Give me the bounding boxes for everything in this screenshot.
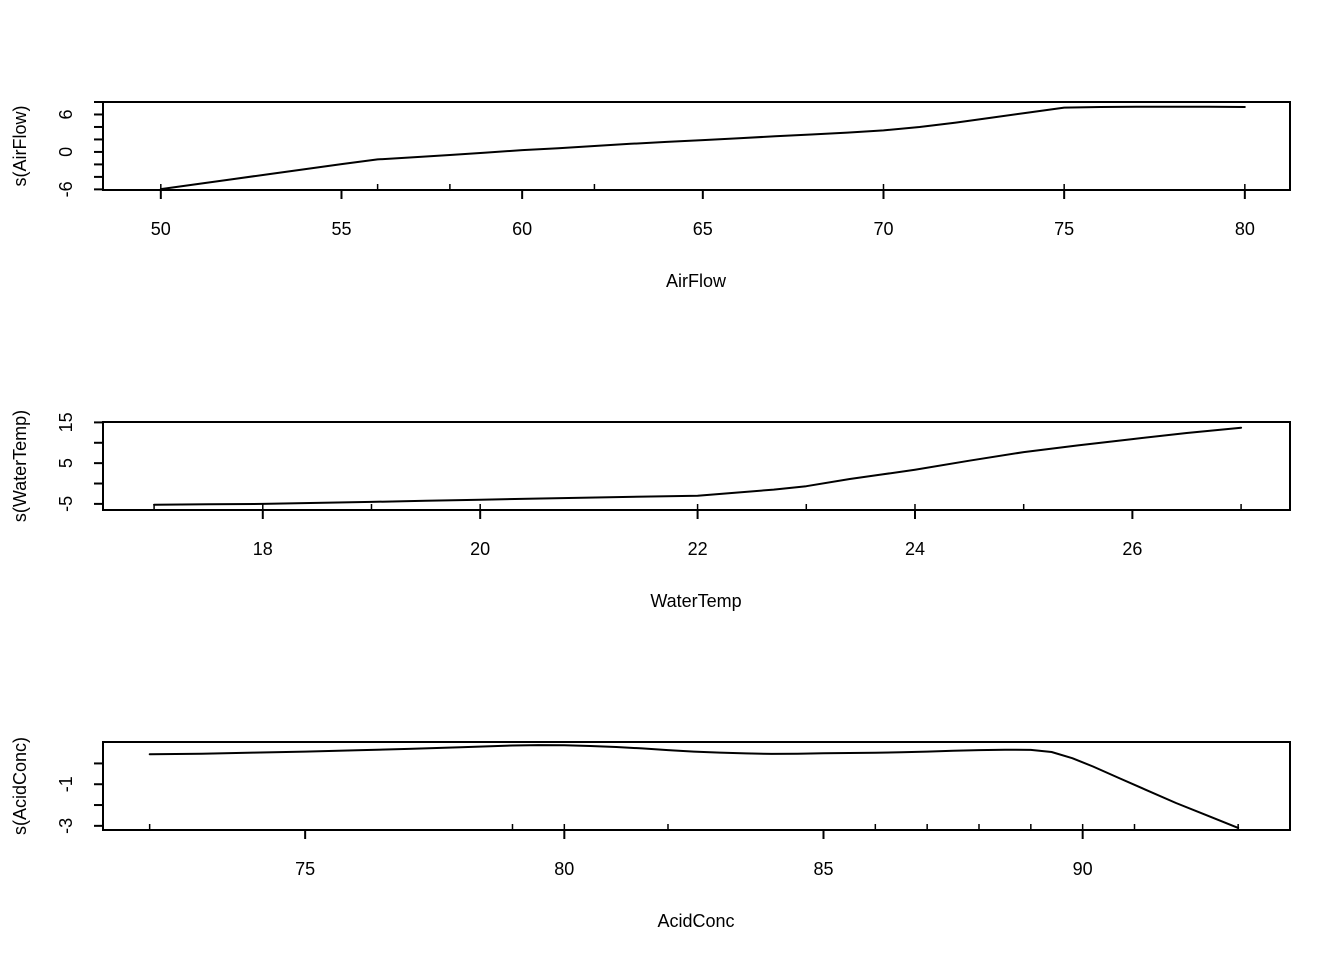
y-tick-label: 15 <box>56 412 76 432</box>
acidconc-smooth-panel: 75 80 85 90 -3 -1 AcidConc s(AcidConc) <box>10 737 1291 931</box>
x-axis-title-airflow: AirFlow <box>666 271 727 291</box>
x-tick-label: 50 <box>151 219 171 239</box>
y-axis-title-watertemp: s(WaterTemp) <box>10 410 30 522</box>
plot-box <box>102 101 1291 191</box>
y-tick-label: -6 <box>56 181 76 197</box>
plot-box <box>102 741 1291 831</box>
y-axis-title-acidconc: s(AcidConc) <box>10 737 30 835</box>
x-tick-label: 75 <box>1054 219 1074 239</box>
x-tick-label: 85 <box>813 859 833 879</box>
smooth-curve <box>153 426 1243 506</box>
x-tick-label: 55 <box>331 219 351 239</box>
x-tick-label: 70 <box>873 219 893 239</box>
x-tick-label: 26 <box>1122 539 1142 559</box>
y-tick-label: 6 <box>56 109 76 119</box>
x-tick-label: 80 <box>554 859 574 879</box>
plot-box <box>102 421 1291 511</box>
x-axis-title-watertemp: WaterTemp <box>650 591 741 611</box>
acidconc-plot-area: 75 80 85 90 -3 -1 <box>56 741 1291 879</box>
x-tick-label: 65 <box>693 219 713 239</box>
y-tick-label: -5 <box>56 496 76 512</box>
x-tick-label: 90 <box>1073 859 1093 879</box>
x-axis-title-acidconc: AcidConc <box>657 911 734 931</box>
x-tick-label: 22 <box>688 539 708 559</box>
smooth-curve <box>159 105 1246 191</box>
x-tick-label: 60 <box>512 219 532 239</box>
x-tick-label: 75 <box>295 859 315 879</box>
watertemp-smooth-panel: 18 20 22 24 26 -5 5 15 WaterTemp s(WaterTemp) <box>10 410 1291 611</box>
x-tick-label: 80 <box>1235 219 1255 239</box>
airflow-plot-area: 50 55 60 65 70 75 80 -6 0 6 <box>56 101 1291 239</box>
y-tick-label: -3 <box>56 818 76 834</box>
smooth-curve <box>148 744 1240 829</box>
x-tick-label: 18 <box>253 539 273 559</box>
watertemp-plot-area: 18 20 22 24 26 -5 5 15 <box>56 412 1291 559</box>
y-axis-title-airflow: s(AirFlow) <box>10 106 30 187</box>
x-tick-label: 24 <box>905 539 925 559</box>
airflow-smooth-panel: 50 55 60 65 70 75 80 -6 0 6 AirFlow s(AirFlow) <box>10 101 1291 291</box>
y-tick-label: 5 <box>56 458 76 468</box>
x-tick-label: 20 <box>470 539 490 559</box>
y-tick-label: -1 <box>56 776 76 792</box>
y-tick-label: 0 <box>56 147 76 157</box>
